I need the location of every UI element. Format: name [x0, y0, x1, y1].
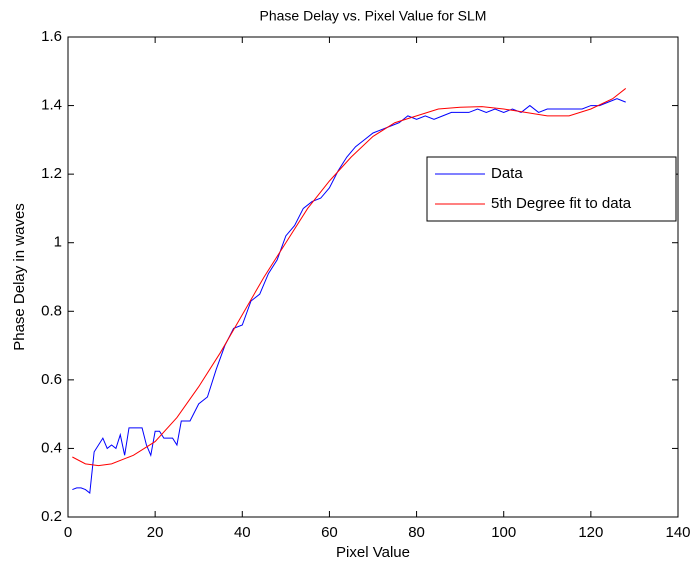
y-tick-label: 1.2: [41, 165, 62, 182]
legend-label: 5th Degree fit to data: [491, 195, 632, 212]
y-tick-label: 1: [54, 234, 62, 251]
x-tick-label: 100: [491, 524, 516, 541]
x-tick-label: 0: [64, 524, 72, 541]
y-tick-label: 0.8: [41, 302, 62, 319]
y-tick-label: 1.4: [41, 97, 62, 114]
legend-label: Data: [491, 165, 523, 182]
x-tick-label: 40: [234, 524, 251, 541]
x-tick-label: 140: [665, 524, 690, 541]
y-tick-label: 0.6: [41, 371, 62, 388]
x-tick-label: 80: [408, 524, 425, 541]
x-axis-label: Pixel Value: [336, 544, 410, 561]
x-tick-label: 120: [578, 524, 603, 541]
x-tick-label: 20: [147, 524, 164, 541]
y-axis-label: Phase Delay in waves: [11, 203, 28, 351]
y-tick-label: 0.4: [41, 439, 62, 456]
x-tick-label: 60: [321, 524, 338, 541]
legend-box: [426, 156, 677, 222]
y-tick-label: 0.2: [41, 508, 62, 525]
y-tick-label: 1.6: [41, 28, 62, 45]
line-series: [72, 88, 627, 467]
chart-title: Phase Delay vs. Pixel Value for SLM: [260, 8, 487, 24]
plot-area: [67, 36, 679, 518]
